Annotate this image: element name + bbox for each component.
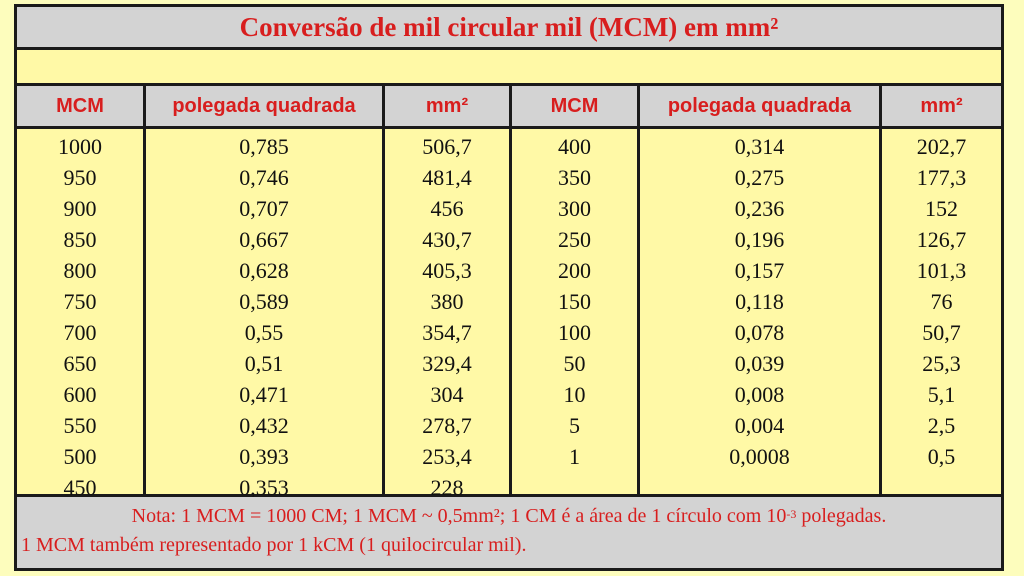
table-cell: 0,196 [734,227,785,252]
table-cell: 950 [63,165,97,190]
table-cell: 1000 [58,134,102,159]
table-cell: 1 [569,444,580,469]
column-divider [382,86,385,494]
column-divider [509,86,512,494]
table-cell: 0,51 [244,351,284,376]
table-cell: 76 [930,289,953,314]
table-cell: 50,7 [922,320,961,345]
table-cell: 506,7 [422,134,472,159]
table-cell: 5,1 [927,382,956,407]
note-text: Nota: 1 MCM = 1000 CM; 1 MCM ~ 0,5mm²; 1… [131,505,787,527]
column-polegada-right: 0,314 0,275 0,236 0,196 0,157 0,118 0,078 0,039… [640,131,879,472]
table-cell: 550 [63,413,97,438]
table-cell: 0,746 [239,165,289,190]
note-exponent: -3 [786,507,797,521]
column-polegada-left: 0,785 0,746 0,707 0,667 0,628 0,589 0,55 0,51 0,… [146,131,382,503]
table-cell: 354,7 [422,320,472,345]
table-cell: 0,157 [734,258,785,283]
column-mm2-left: 506,7 481,4 456 430,7 405,3 380 354,7 329,4 304 2… [385,131,509,503]
table-cell: 0,353 [239,475,289,500]
table-cell: 0,785 [239,134,289,159]
table-cell: 25,3 [922,351,961,376]
header-mcm-left: MCM [56,95,104,117]
header-polegada-right: polegada quadrada [667,95,852,117]
table-cell: 650 [63,351,97,376]
table-cell: 278,7 [422,413,472,438]
column-mcm-right: 400 350 300 250 200 150 100 50 10 5 1 [512,131,637,472]
table-cell: 5 [569,413,580,438]
column-divider [143,86,146,494]
table-cell: 456 [430,196,464,221]
table-cell: 0,471 [239,382,289,407]
note-line-1: Nota: 1 MCM = 1000 CM; 1 MCM ~ 0,5mm²; 1… [17,503,1001,529]
table-cell: 350 [558,165,591,190]
table-cell: 0,55 [244,320,284,345]
column-divider [879,86,882,494]
spacer-row [17,50,1001,86]
table-cell: 152 [925,196,958,221]
table-cell: 481,4 [422,165,472,190]
table-title: Conversão de mil circular mil (MCM) em m… [17,7,1001,50]
column-mm2-right: 202,7 177,3 152 126,7 101,3 76 50,7 25,3 5,1 2,5 0… [882,131,1001,472]
table-cell: 380 [430,289,464,314]
table-cell: 10 [563,382,586,407]
table-cell: 2,5 [927,413,956,438]
column-divider [637,86,640,494]
header-mm2-left: mm² [425,95,469,117]
table-cell: 0,078 [734,320,785,345]
table-cell: 405,3 [422,258,472,283]
table-cell: 400 [558,134,591,159]
table-cell: 0,004 [734,413,785,438]
table-cell: 900 [63,196,97,221]
header-mm2-right: mm² [920,95,963,117]
header-polegada-left: polegada quadrada [172,95,356,117]
note-box: Nota: 1 MCM = 1000 CM; 1 MCM ~ 0,5mm²; 1… [17,497,1001,568]
table-cell: 500 [63,444,97,469]
table-cell: 0,275 [734,165,785,190]
table-cell: 0,707 [239,196,289,221]
table-cell: 0,393 [239,444,289,469]
column-mcm-left: 1000 950 900 850 800 750 700 650 600 550 500 450 [17,131,143,503]
table-cell: 450 [63,475,97,500]
table-cell: 850 [63,227,97,252]
table-cell: 50 [563,351,586,376]
table-cell: 0,008 [734,382,785,407]
note-line-2: 1 MCM também representado por 1 kCM (1 q… [21,534,527,556]
table-cell: 0,432 [239,413,289,438]
table-cell: 800 [63,258,97,283]
table-cell: 750 [63,289,97,314]
table-cell: 0,0008 [729,444,790,469]
table-cell: 0,236 [734,196,785,221]
table-cell: 228 [430,475,464,500]
table-cell: 250 [558,227,591,252]
table-cell: 0,314 [734,134,785,159]
table-cell: 202,7 [916,134,967,159]
header-mcm-right: MCM [550,95,599,117]
table-cell: 100 [558,320,591,345]
conversion-table: Conversão de mil circular mil (MCM) em m… [14,4,1004,571]
table-cell: 0,589 [239,289,289,314]
note-text-suffix: polegadas. [796,505,887,527]
table-cell: 430,7 [422,227,472,252]
table-cell: 329,4 [422,351,472,376]
table-cell: 600 [63,382,97,407]
table-cell: 150 [558,289,591,314]
table-cell: 0,667 [239,227,289,252]
table-cell: 300 [558,196,591,221]
table-cell: 0,118 [735,289,784,314]
table-cell: 0,039 [734,351,785,376]
table-cell: 253,4 [422,444,472,469]
table-cell: 177,3 [916,165,967,190]
table-cell: 200 [558,258,591,283]
table-cell: 126,7 [916,227,967,252]
table-cell: 304 [430,382,464,407]
table-cell: 0,5 [927,444,956,469]
table-cell: 700 [63,320,97,345]
table-cell: 0,628 [239,258,289,283]
table-cell: 101,3 [916,258,967,283]
